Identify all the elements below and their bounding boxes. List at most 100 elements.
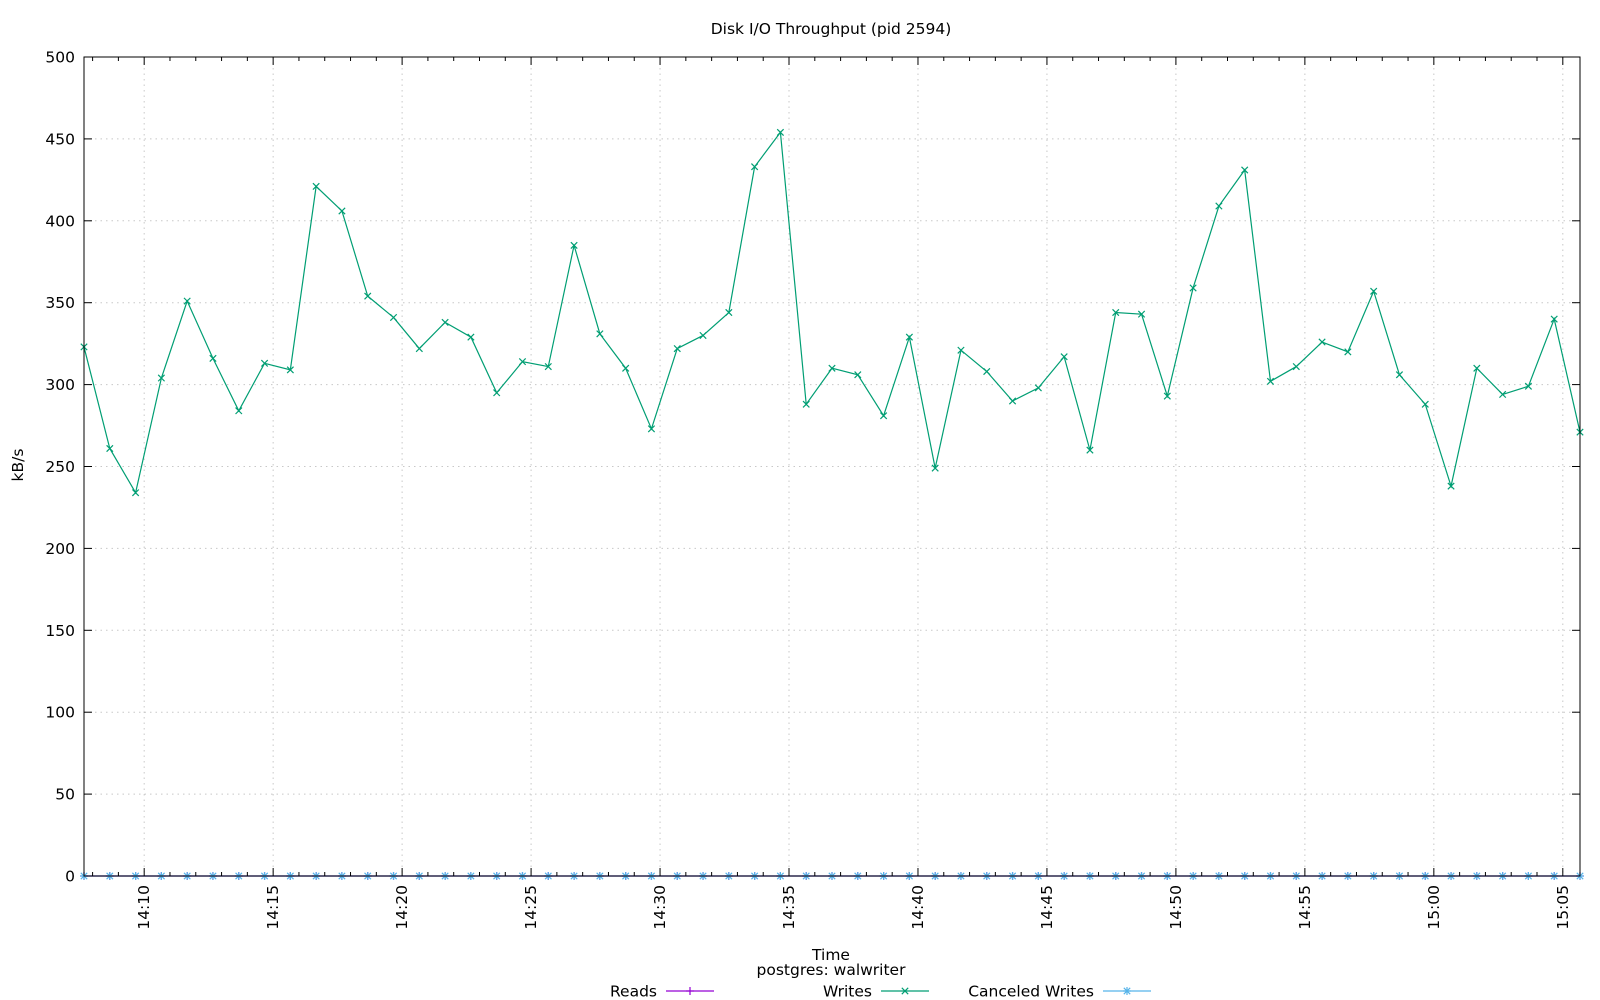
data-point-writes — [544, 362, 552, 371]
y-tick-label: 450 — [45, 130, 75, 148]
legend-label: Canceled Writes — [968, 983, 1094, 1000]
data-point-writes — [364, 292, 372, 300]
data-point-writes — [157, 374, 166, 382]
data-point-writes — [699, 331, 707, 340]
data-point-writes — [647, 425, 656, 433]
data-point-writes — [131, 489, 140, 497]
data-point-writes — [1370, 287, 1378, 295]
data-point-writes — [1421, 400, 1429, 408]
data-point-writes — [183, 297, 191, 305]
y-tick-label: 250 — [45, 458, 75, 476]
legend-label: Reads — [610, 983, 657, 1000]
data-point-writes — [467, 333, 475, 341]
data-point-writes — [905, 333, 914, 341]
legend: Reads Writes Canceled Writes — [610, 983, 1151, 1000]
data-point-writes — [1241, 166, 1249, 174]
data-point-writes — [493, 389, 501, 397]
legend-label: Writes — [823, 983, 872, 1000]
data-point-writes — [1266, 377, 1275, 385]
data-point-writes — [312, 182, 320, 191]
data-point-writes — [286, 366, 294, 374]
data-point-writes — [1292, 362, 1300, 371]
data-point-writes — [106, 444, 114, 453]
x-tick-label: 14:35 — [780, 885, 798, 930]
y-tick-label: 500 — [45, 49, 75, 67]
data-point-writes — [828, 364, 836, 372]
data-point-writes — [1034, 384, 1042, 392]
legend-marker — [1123, 987, 1131, 995]
data-point-writes — [879, 412, 888, 420]
data-point-writes — [1189, 284, 1197, 292]
y-tick-label: 400 — [45, 212, 75, 230]
legend-marker — [901, 987, 909, 995]
y-tick-label: 0 — [65, 868, 75, 886]
x-tick-label: 14:25 — [522, 885, 540, 930]
data-point-writes — [931, 464, 939, 472]
data-point-writes — [338, 207, 346, 215]
data-point-writes — [802, 400, 810, 408]
data-point-writes — [1447, 482, 1455, 490]
x-tick-label: 14:30 — [651, 885, 669, 930]
chart-subtitle: postgres: walwriter — [757, 961, 907, 979]
data-point-writes — [1137, 310, 1146, 318]
x-tick-label: 14:40 — [909, 885, 927, 930]
data-point-writes — [1395, 371, 1404, 379]
data-point-writes — [570, 241, 578, 249]
legend-item-writes: Writes — [823, 983, 929, 1000]
data-point-writes — [260, 359, 269, 367]
data-point-writes — [957, 346, 965, 354]
data-point-writes — [725, 308, 733, 317]
data-point-writes — [415, 344, 423, 353]
data-point-writes — [235, 407, 243, 415]
data-point-writes — [1163, 392, 1171, 400]
grid — [84, 57, 1580, 876]
x-tick-label: 14:20 — [393, 885, 411, 930]
axis-ticks — [84, 56, 1580, 877]
data-point-writes — [209, 354, 217, 363]
x-axis-label: Time — [811, 946, 850, 964]
legend-marker — [686, 987, 694, 995]
data-point-writes — [750, 163, 759, 171]
data-point-writes — [1008, 397, 1017, 405]
x-tick-label: 14:10 — [135, 885, 153, 930]
data-point-writes — [983, 367, 991, 376]
y-axis-label: kB/s — [9, 449, 27, 482]
data-point-writes — [1498, 390, 1507, 399]
y-tick-label: 50 — [55, 786, 75, 804]
x-tick-label: 14:45 — [1038, 885, 1056, 930]
x-tick-label: 15:00 — [1425, 885, 1443, 930]
series-layer — [80, 128, 1584, 880]
data-point-writes — [441, 318, 449, 326]
data-point-writes — [1524, 382, 1533, 390]
x-tick-label: 14:55 — [1296, 885, 1314, 930]
data-point-writes — [622, 364, 630, 372]
x-tick-label: 14:15 — [264, 885, 282, 930]
x-tick-label: 14:50 — [1167, 885, 1185, 930]
data-point-writes — [596, 330, 604, 338]
data-point-writes — [776, 128, 785, 136]
y-tick-label: 150 — [45, 622, 75, 640]
y-tick-labels: 0 50 100 150 200 250 300 350 400 450 500 — [45, 49, 75, 886]
y-tick-label: 100 — [45, 704, 75, 722]
series-writes — [80, 128, 1584, 497]
data-point-writes — [1550, 315, 1558, 323]
data-point-writes — [1318, 338, 1326, 346]
data-point-writes — [1473, 364, 1481, 372]
data-point-writes — [854, 371, 862, 379]
data-point-writes — [1060, 353, 1068, 361]
data-point-writes — [389, 313, 398, 322]
y-tick-label: 300 — [45, 376, 75, 394]
x-tick-label: 15:05 — [1554, 885, 1572, 930]
data-point-writes — [1215, 202, 1223, 210]
chart-title: Disk I/O Throughput (pid 2594) — [711, 20, 952, 38]
legend-item-reads: Reads — [610, 983, 714, 1000]
data-point-writes — [1344, 348, 1352, 356]
legend-item-canceled-writes: Canceled Writes — [968, 983, 1151, 1000]
data-point-writes — [1112, 308, 1120, 317]
x-tick-labels: 14:10 14:15 14:20 14:25 14:30 14:35 14:40 14:45… — [135, 885, 1572, 930]
y-tick-label: 200 — [45, 540, 75, 558]
data-point-writes — [673, 344, 681, 353]
data-point-writes — [1086, 446, 1094, 454]
series-line-writes — [83, 130, 1581, 495]
